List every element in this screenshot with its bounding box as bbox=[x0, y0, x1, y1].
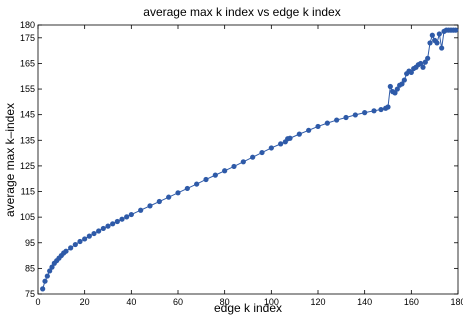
data-point bbox=[453, 27, 459, 33]
data-point bbox=[378, 106, 384, 113]
data-point bbox=[427, 40, 433, 46]
data-point bbox=[156, 198, 162, 205]
data-point bbox=[77, 238, 83, 245]
x-tick-label: 0 bbox=[35, 297, 40, 307]
x-tick-label: 120 bbox=[310, 297, 325, 307]
data-point bbox=[166, 194, 172, 200]
chart-title: average max k index vs edge k index bbox=[143, 5, 340, 19]
y-tick-label: 85 bbox=[25, 263, 35, 273]
data-point bbox=[82, 236, 88, 242]
x-tick-label: 100 bbox=[264, 297, 279, 307]
data-point bbox=[86, 233, 92, 239]
data-point bbox=[278, 141, 284, 147]
y-tick-label: 180 bbox=[20, 20, 35, 30]
y-tick-label: 155 bbox=[20, 84, 35, 94]
y-tick-label: 145 bbox=[20, 110, 35, 120]
data-point bbox=[439, 45, 445, 51]
data-point bbox=[287, 135, 293, 141]
data-point bbox=[259, 149, 265, 156]
data-point bbox=[110, 221, 116, 227]
axis-ticks: 0 20 40 60 80 100 120 140 160 180 75 85 95 105 115 125 1… bbox=[20, 20, 463, 307]
x-tick-label: 140 bbox=[357, 297, 372, 307]
data-point bbox=[100, 225, 106, 232]
y-tick-label: 105 bbox=[20, 212, 35, 222]
data-point bbox=[392, 90, 398, 96]
y-tick-label: 75 bbox=[25, 289, 35, 299]
data-point bbox=[296, 131, 302, 137]
data-point bbox=[63, 248, 69, 254]
series-line bbox=[42, 29, 456, 290]
data-point bbox=[138, 207, 144, 213]
data-point bbox=[422, 59, 428, 65]
data-point bbox=[42, 278, 48, 284]
data-point bbox=[68, 245, 74, 251]
data-point bbox=[240, 159, 246, 165]
data-point bbox=[343, 114, 349, 121]
data-point bbox=[429, 32, 435, 38]
data-point bbox=[408, 69, 414, 75]
data-point bbox=[371, 108, 377, 114]
data-point bbox=[334, 117, 340, 123]
data-point bbox=[324, 120, 330, 126]
data-point bbox=[394, 86, 400, 92]
data-point bbox=[124, 214, 130, 220]
data-point bbox=[418, 60, 424, 67]
data-point bbox=[362, 110, 368, 116]
data-point bbox=[434, 40, 440, 46]
data-point bbox=[315, 123, 321, 130]
data-point bbox=[175, 190, 181, 196]
data-point bbox=[306, 127, 312, 133]
data-point bbox=[222, 168, 228, 174]
y-tick-label: 95 bbox=[25, 238, 35, 248]
x-tick-label: 60 bbox=[173, 297, 183, 307]
x-tick-label: 180 bbox=[450, 297, 463, 307]
data-point bbox=[105, 223, 111, 229]
x-tick-label: 40 bbox=[126, 297, 136, 307]
data-point bbox=[425, 55, 431, 61]
data-point bbox=[184, 185, 190, 192]
data-point bbox=[72, 241, 78, 248]
data-point bbox=[387, 83, 393, 90]
y-tick-label: 165 bbox=[20, 58, 35, 68]
x-tick-label: 80 bbox=[220, 297, 230, 307]
data-point bbox=[147, 203, 153, 209]
x-tick-label: 160 bbox=[404, 297, 419, 307]
data-point bbox=[114, 218, 120, 225]
data-point bbox=[128, 211, 134, 218]
data-point bbox=[420, 64, 426, 70]
y-axis-label: average max k–index bbox=[3, 103, 17, 217]
data-point bbox=[401, 77, 407, 83]
y-tick-label: 135 bbox=[20, 135, 35, 145]
data-point bbox=[399, 81, 405, 87]
data-point bbox=[250, 154, 256, 160]
series-group bbox=[40, 27, 459, 292]
y-tick-label: 175 bbox=[20, 33, 35, 43]
y-tick-label: 115 bbox=[21, 187, 35, 197]
data-point bbox=[385, 104, 391, 110]
data-point bbox=[47, 268, 53, 274]
x-tick-label: 20 bbox=[80, 297, 90, 307]
data-point bbox=[268, 145, 274, 151]
data-point bbox=[49, 264, 55, 270]
data-point bbox=[96, 228, 102, 234]
data-point bbox=[91, 230, 97, 237]
data-point bbox=[40, 286, 46, 292]
data-point bbox=[194, 181, 200, 187]
data-point bbox=[44, 273, 50, 279]
data-point bbox=[231, 163, 237, 170]
data-point bbox=[203, 176, 209, 183]
data-point bbox=[119, 216, 125, 222]
plot-frame bbox=[37, 24, 459, 295]
data-point bbox=[352, 112, 358, 118]
data-point bbox=[212, 172, 218, 178]
y-tick-label: 125 bbox=[20, 161, 35, 171]
data-point bbox=[436, 31, 442, 37]
x-axis-label: edge k index bbox=[214, 301, 282, 315]
